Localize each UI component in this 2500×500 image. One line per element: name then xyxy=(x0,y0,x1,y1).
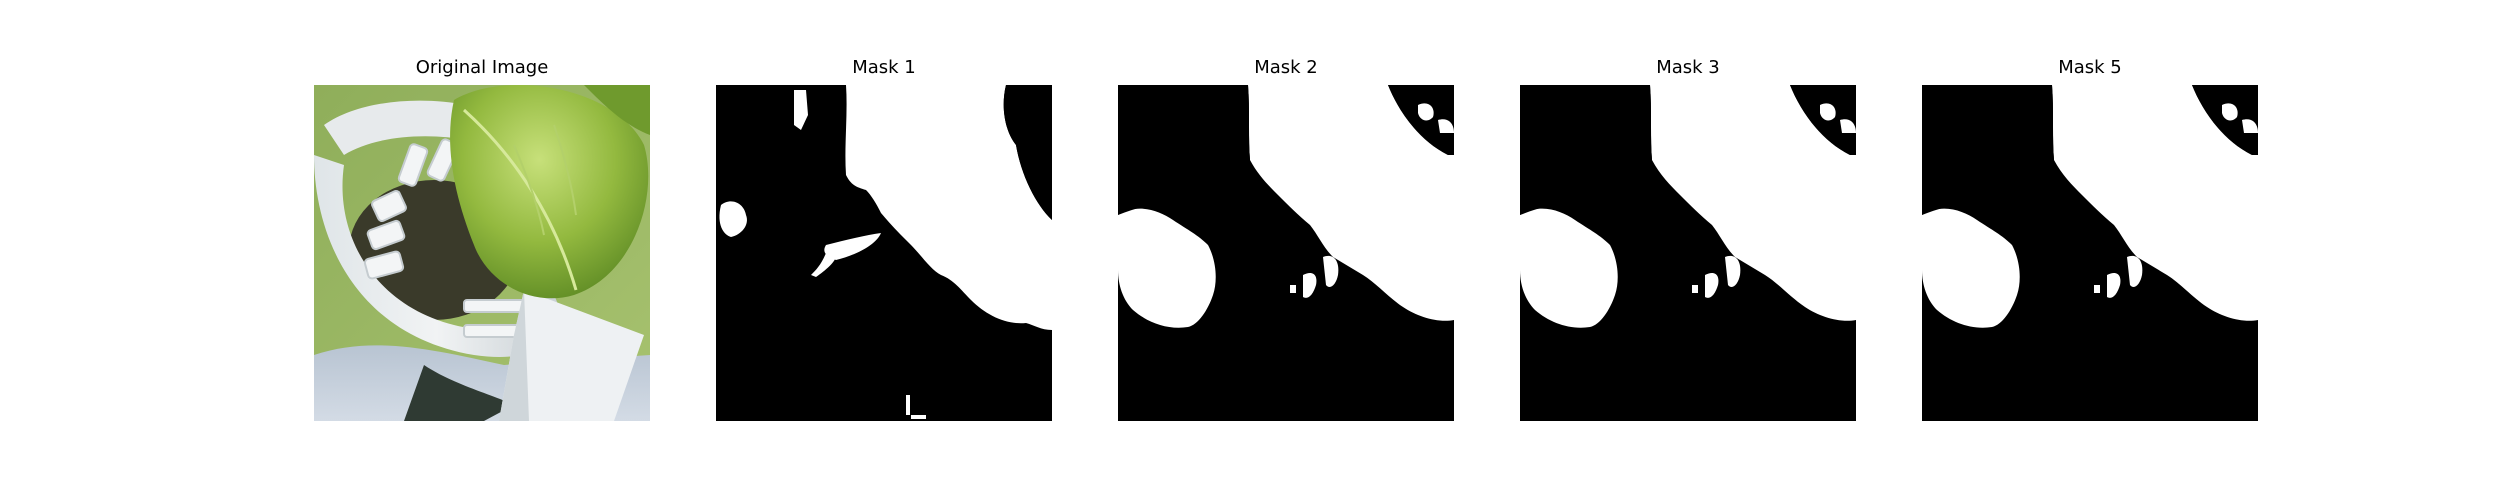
panel-title: Original Image xyxy=(415,57,549,78)
mask-image xyxy=(716,85,1052,421)
panel-title: Mask 5 xyxy=(2058,57,2122,78)
mask-image xyxy=(1118,85,1454,421)
original-image xyxy=(314,85,650,421)
panel-title: Mask 2 xyxy=(1254,57,1318,78)
panel-title: Mask 3 xyxy=(1656,57,1720,78)
panel-title: Mask 1 xyxy=(852,57,916,78)
mask-image xyxy=(1922,85,2258,421)
mask-image xyxy=(1520,85,1856,421)
